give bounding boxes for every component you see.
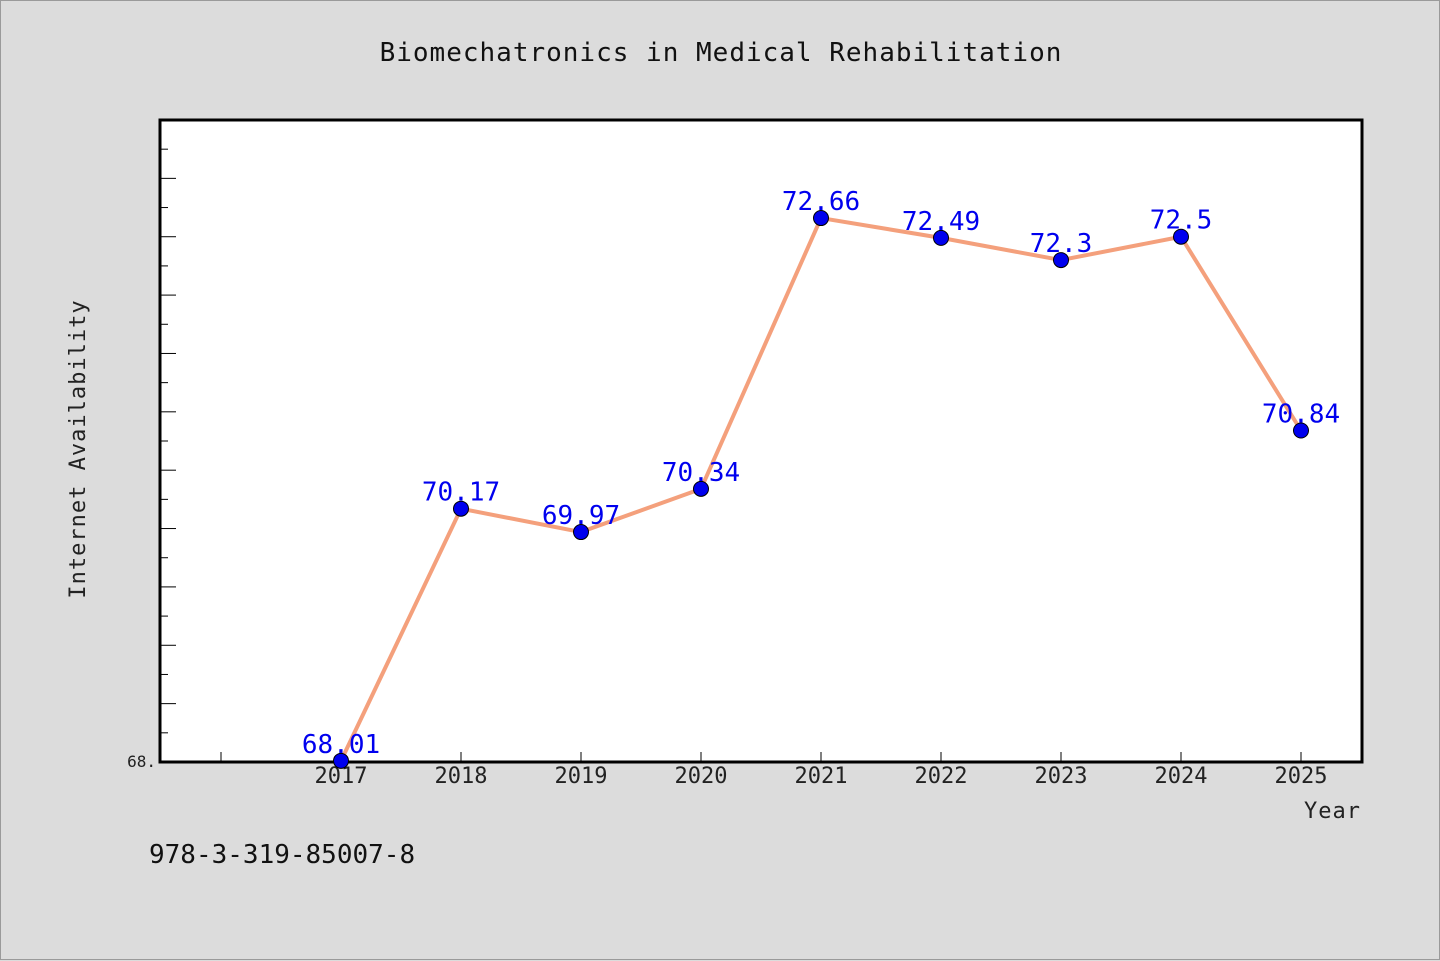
data-label: 72.66 xyxy=(782,187,860,217)
y-axis-ticks xyxy=(160,119,176,763)
y-tick-label-68: 68. xyxy=(127,752,156,771)
data-point-marker xyxy=(693,480,709,497)
x-axis-label: Year xyxy=(1304,799,1361,824)
x-tick-label: 2024 xyxy=(1155,764,1208,789)
plot-area xyxy=(158,118,1364,764)
data-label: 72.49 xyxy=(902,207,980,237)
x-tick-labels: 2017 2018 2019 2020 2021 2022 2023 2024 2025 xyxy=(315,764,1328,789)
data-label: 69.97 xyxy=(542,501,620,531)
data-label: 70.17 xyxy=(422,478,500,508)
data-point-marker xyxy=(1053,252,1069,269)
data-point-marker xyxy=(933,229,949,246)
data-point-marker xyxy=(333,752,349,769)
data-point-marker xyxy=(1173,228,1189,245)
data-label: 72.5 xyxy=(1150,206,1213,236)
data-label: 70.34 xyxy=(662,458,740,488)
x-tick-label: 2025 xyxy=(1275,764,1328,789)
x-tick-label: 2020 xyxy=(675,764,728,789)
series-data-labels: 68.01 70.17 69.97 70.34 72.66 72.49 72.3 72.5 70… xyxy=(302,187,1340,760)
x-tick-label: 2019 xyxy=(555,764,608,789)
data-label: 68.01 xyxy=(302,730,380,760)
data-point-marker xyxy=(813,210,829,227)
chart-title: Biomechatronics in Medical Rehabilitatio… xyxy=(380,38,1063,68)
x-tick-label: 2023 xyxy=(1035,764,1088,789)
data-point-marker xyxy=(1293,422,1309,439)
series-markers xyxy=(333,210,1309,769)
x-tick-label: 2018 xyxy=(435,764,488,789)
y-axis-label: Internet Availability xyxy=(66,299,91,598)
x-tick-label: 2022 xyxy=(915,764,968,789)
data-point-marker xyxy=(573,524,589,541)
data-point-marker xyxy=(453,500,469,517)
data-label: 70.84 xyxy=(1262,399,1340,429)
x-tick-label: 2021 xyxy=(795,764,848,789)
isbn-text: 978-3-319-85007-8 xyxy=(149,840,415,870)
data-label: 72.3 xyxy=(1030,229,1093,259)
